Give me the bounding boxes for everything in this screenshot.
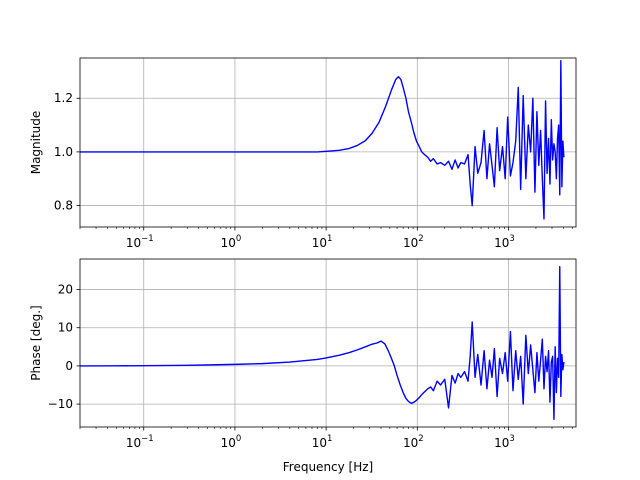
phase-y-tick-label: 20 bbox=[58, 283, 73, 297]
phase-axes-frame bbox=[79, 258, 577, 428]
phase-series-line bbox=[79, 265, 565, 421]
magnitude-y-tick-label: 0.8 bbox=[54, 199, 73, 213]
magnitude-y-axis-label: Magnitude bbox=[29, 111, 43, 175]
phase-y-tick-label: 0 bbox=[65, 359, 73, 373]
magnitude-axes-frame bbox=[79, 57, 577, 228]
magnitude-y-tick-label: 1.2 bbox=[54, 91, 73, 105]
phase-y-tick-label: 10 bbox=[58, 321, 73, 335]
phase-series-layer bbox=[79, 265, 565, 421]
phase-y-tick-label: −10 bbox=[48, 397, 73, 411]
magnitude-series-line bbox=[80, 59, 565, 220]
phase-y-axis-label: Phase [deg.] bbox=[29, 305, 43, 380]
magnitude-y-tick-label: 1.0 bbox=[54, 145, 73, 159]
magnitude-series-layer bbox=[80, 59, 565, 220]
x-axis-label: Frequency [Hz] bbox=[283, 460, 374, 474]
